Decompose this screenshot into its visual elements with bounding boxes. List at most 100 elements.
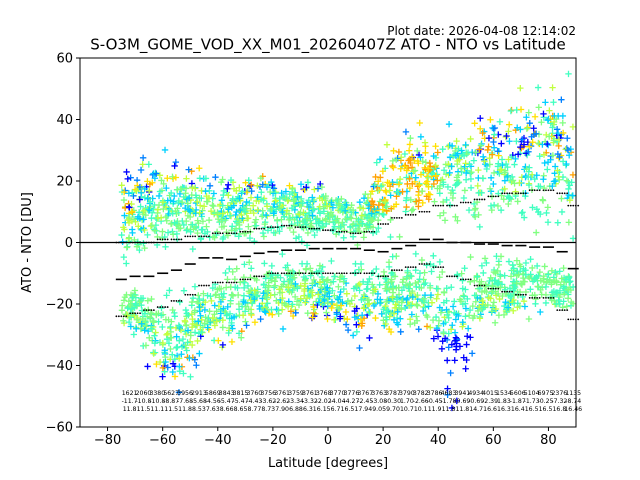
bin-sd-label: 9.70 [386,406,400,413]
scatter-point [203,223,209,229]
upper-stddev-point [201,235,203,237]
scatter-point [182,319,188,325]
lower-stddev-point [515,294,517,296]
upper-stddev-point [316,228,318,230]
upper-stddev-point [115,242,117,244]
lower-stddev-point [385,275,387,277]
lower-stddev-point [192,294,194,296]
upper-stddev-point [206,235,208,237]
bin-sd-label: 6.15 [317,406,331,413]
upper-stddev-point [553,189,555,191]
upper-stddev-point [442,205,444,207]
upper-stddev-point [479,199,481,201]
upper-stddev-point [167,239,169,241]
bin-sd-label: 16.5 [525,406,539,413]
scatter-point [453,347,459,353]
scatter-point [506,138,512,144]
lower-stddev-point [566,309,568,311]
upper-stddev-point [462,202,464,204]
scatter-point [152,227,158,233]
lower-stddev-point [572,318,574,320]
y-axis-ticks: −60−40−200204060 [46,52,80,436]
scatter-point [156,193,162,199]
lower-stddev-point [203,285,205,287]
lower-stddev-point [377,275,379,277]
lower-stddev-point [239,279,241,281]
bin-sd-label: 8.66 [220,406,234,413]
scatter-point [419,257,425,263]
scatter-point [544,166,550,172]
x-tick-label: 0 [324,433,332,448]
scatter-point [206,217,212,223]
scatter-point [480,154,486,160]
scatter-point [535,140,541,146]
scatter-point [491,299,497,305]
lower-stddev-point [363,272,365,274]
lower-stddev-point [396,269,398,271]
upper-stddev-point [192,235,194,237]
lower-stddev-point [567,318,569,320]
scatter-point [212,302,218,308]
scatter-point [468,169,474,175]
lower-stddev-point [189,294,191,296]
lower-stddev-point [405,266,407,268]
upper-stddev-point [382,223,384,225]
upper-stddev-point [129,242,131,244]
lower-stddev-point [270,272,272,274]
lower-stddev-point [476,285,478,287]
scatter-point [463,177,469,183]
scatter-point [375,217,381,223]
scatter-point [478,190,484,196]
scatter-point [437,259,443,265]
scatter-point [174,344,180,350]
scatter-point [396,234,402,240]
upper-stddev-point [228,232,230,234]
scatter-point [522,303,528,309]
scatter-point [433,296,439,302]
upper-stddev-point [226,232,228,234]
lower-stddev-point [281,272,283,274]
scatter-point [462,142,468,148]
scatter-point [324,316,330,322]
lower-stddev-point [440,266,442,268]
lower-stddev-point [332,272,334,274]
lower-stddev-point [421,263,423,265]
scatter-point [140,240,146,246]
scatter-point [482,255,488,261]
upper-stddev-point [412,214,414,216]
scatter-point [123,260,129,266]
lower-stddev-point [380,275,382,277]
scatter-point [495,152,501,158]
lower-stddev-point [410,266,412,268]
bin-sd-label: 9.05 [372,406,386,413]
upper-stddev-point [311,228,313,230]
scatter-point [506,258,512,264]
scatter-point [430,317,436,323]
lower-stddev-point [313,272,315,274]
scatter-point [549,268,555,274]
upper-stddev-point [247,231,249,233]
scatter-point [129,226,135,232]
lower-stddev-point [194,294,196,296]
scatter-point [352,261,358,267]
lower-stddev-point [327,272,329,274]
upper-stddev-point [373,231,375,233]
upper-stddev-point [470,202,472,204]
upper-stddev-point [426,211,428,213]
lower-stddev-point [267,272,269,274]
lower-stddev-point [164,306,166,308]
lower-stddev-point [539,297,541,299]
scatter-point [251,238,257,244]
scatter-point [146,161,152,167]
lower-stddev-point [187,294,189,296]
scatter-point [433,314,439,320]
upper-stddev-point [484,199,486,201]
scatter-point [560,113,566,119]
scatter-point [462,313,468,319]
scatter-point [498,140,504,146]
lower-stddev-point [226,282,228,284]
upper-stddev-point [396,217,398,219]
scatter-point [475,167,481,173]
scatter-point [496,312,502,318]
scatter-point [403,204,409,210]
